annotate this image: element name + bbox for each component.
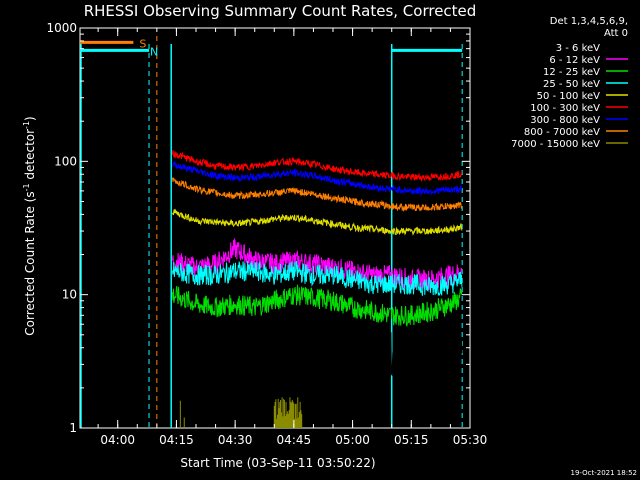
x-axis: 04:00 04:15 04:30 04:45 05:00 05:15 05:30: [97, 28, 488, 447]
y-axis-label-sup2: -1: [22, 121, 31, 129]
legend-label: 7000 - 15000 keV: [511, 139, 600, 150]
x-axis-label: Start Time (03-Sep-11 03:50:22): [180, 456, 375, 470]
y-axis-label-part3: ): [23, 116, 37, 121]
series-line-3: [172, 260, 463, 297]
legend-label: 50 - 100 keV: [537, 91, 601, 102]
saa-label: S: [139, 37, 146, 50]
legend-header-2: Att 0: [604, 28, 628, 39]
plot-area: SN: [79, 27, 471, 429]
legend-label: 12 - 25 keV: [543, 67, 600, 78]
x-tick-label: 04:15: [159, 433, 194, 447]
legend-label: 25 - 50 keV: [543, 79, 600, 90]
legend-label: 300 - 800 keV: [530, 115, 600, 126]
y-tick-label: 10: [62, 288, 77, 302]
y-axis-label-part2: detector: [23, 129, 37, 184]
series-line-2: [172, 284, 463, 328]
y-axis-label-part1: Corrected Count Rate (s: [23, 191, 37, 335]
legend-label: 100 - 300 keV: [530, 103, 600, 114]
series-line-8: [179, 397, 303, 428]
series-line-1: [172, 237, 463, 291]
y-axis: 1 10 100 1000: [46, 21, 470, 435]
y-tick-label: 100: [54, 154, 77, 168]
series-line-7: [172, 177, 463, 212]
legend-header-1: Det 1,3,4,5,6,9,: [550, 16, 628, 27]
y-tick-label: 1000: [46, 21, 77, 35]
timestamp: 19-Oct-2021 18:52: [571, 469, 637, 477]
legend-label: 3 - 6 keV: [556, 43, 600, 54]
x-tick-label: 05:15: [394, 433, 429, 447]
chart-title: RHESSI Observing Summary Count Rates, Co…: [84, 2, 477, 20]
series-line-6: [172, 159, 462, 196]
y-axis-label-sup1: -1: [22, 183, 31, 191]
legend-label: 800 - 7000 keV: [524, 127, 600, 138]
x-tick-label: 05:00: [335, 433, 370, 447]
night-label: N: [150, 45, 158, 58]
y-tick-label: 1: [69, 421, 77, 435]
x-tick-label: 04:30: [218, 433, 253, 447]
plot-frame: [79, 27, 471, 429]
y-axis-label: Corrected Count Rate (s-1 detector-1): [22, 116, 37, 335]
x-tick-label: 04:45: [277, 433, 312, 447]
legend-label: 6 - 12 keV: [549, 55, 600, 66]
series-line-4: [172, 208, 463, 236]
x-tick-label: 04:00: [100, 433, 135, 447]
x-tick-label: 05:30: [453, 433, 488, 447]
series-line-5: [172, 150, 463, 182]
